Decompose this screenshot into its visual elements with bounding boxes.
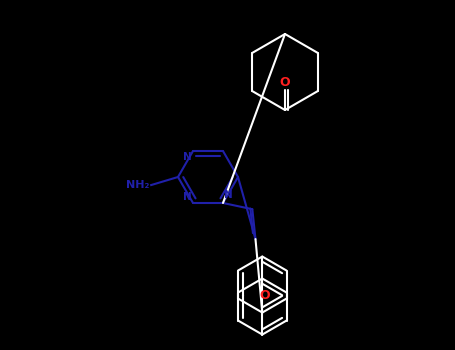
Text: N: N xyxy=(224,190,233,200)
Text: O: O xyxy=(280,76,290,89)
Text: N: N xyxy=(183,192,192,202)
Text: NH₂: NH₂ xyxy=(126,180,149,190)
Text: O: O xyxy=(259,289,270,302)
Text: N: N xyxy=(183,152,192,162)
